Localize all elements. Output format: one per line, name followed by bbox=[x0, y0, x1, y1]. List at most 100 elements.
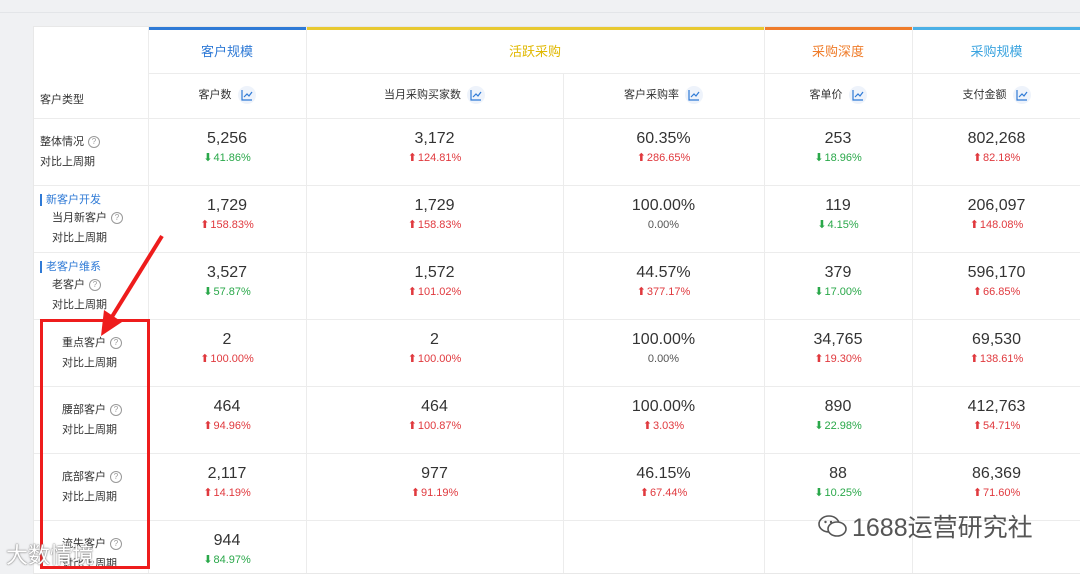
cell-change: ⬇17.00% bbox=[764, 283, 912, 301]
row-divider bbox=[34, 252, 1080, 253]
trend-chart-icon[interactable] bbox=[467, 86, 485, 105]
cell-change: ⬆100.00% bbox=[148, 350, 306, 368]
cell-change: ⬆158.83% bbox=[306, 216, 563, 234]
help-icon[interactable]: ? bbox=[110, 471, 122, 484]
change-value: 377.17% bbox=[646, 286, 691, 298]
arrow-down-icon: ⬇ bbox=[203, 554, 213, 566]
help-icon[interactable]: ? bbox=[88, 136, 100, 149]
group-header-active: 活跃采购 bbox=[508, 44, 561, 59]
arrow-up-icon: ⬆ bbox=[972, 286, 982, 298]
table-cell: 977 ⬆91.19% bbox=[306, 464, 563, 502]
change-value: 100.87% bbox=[417, 420, 462, 432]
row-name: 底部客户 bbox=[62, 471, 106, 483]
cell-value: 464 bbox=[421, 398, 448, 415]
cell-value: 60.35% bbox=[636, 130, 691, 147]
cell-value: 1,729 bbox=[206, 197, 248, 214]
change-value: 57.87% bbox=[213, 286, 251, 298]
compare-label: 对比上周期 bbox=[62, 491, 117, 503]
table-cell: 464 ⬆94.96% bbox=[148, 397, 306, 435]
column-divider bbox=[912, 27, 913, 573]
help-icon[interactable]: ? bbox=[110, 538, 122, 551]
trend-chart-icon[interactable] bbox=[848, 86, 867, 105]
arrow-up-icon: ⬆ bbox=[200, 219, 210, 231]
trend-chart-icon[interactable] bbox=[1012, 86, 1031, 105]
cell-value: 119 bbox=[825, 197, 851, 214]
compare-label: 对比上周期 bbox=[52, 299, 107, 311]
cell-value: 3,172 bbox=[414, 130, 455, 147]
change-value: 124.81% bbox=[417, 152, 462, 164]
cell-change: ⬆138.61% bbox=[912, 350, 1080, 368]
row-name: 腰部客户 bbox=[62, 404, 106, 416]
arrow-up-icon: ⬆ bbox=[972, 420, 982, 432]
group-bar-active bbox=[306, 27, 764, 30]
cell-value: 86,369 bbox=[972, 465, 1021, 482]
column-header-label: 客单价 bbox=[809, 89, 843, 101]
cell-value: 69,530 bbox=[972, 331, 1021, 348]
table-cell: 3,527 ⬇57.87% bbox=[148, 263, 306, 301]
table-cell: 1,729 ⬆158.83% bbox=[148, 196, 306, 234]
row-divider bbox=[34, 386, 1080, 387]
arrow-down-icon: ⬇ bbox=[203, 152, 213, 164]
table-cell: 100.00% 0.00% bbox=[563, 330, 764, 368]
cell-change: ⬆71.60% bbox=[912, 484, 1080, 502]
help-icon[interactable]: ? bbox=[111, 212, 123, 225]
cell-value: 379 bbox=[824, 264, 852, 281]
change-value: 148.08% bbox=[979, 219, 1024, 231]
arrow-up-icon: ⬆ bbox=[203, 420, 213, 432]
help-icon[interactable]: ? bbox=[110, 404, 122, 417]
table-cell: 2,117 ⬆14.19% bbox=[148, 464, 306, 502]
column-header-customers: 客户数 bbox=[148, 73, 306, 118]
arrow-up-icon: ⬆ bbox=[969, 353, 979, 365]
cell-change: ⬆158.83% bbox=[148, 216, 306, 234]
column-header-avg-order: 客单价 bbox=[764, 73, 912, 118]
table-cell: 46.15% ⬆67.44% bbox=[563, 464, 764, 502]
row-label-key: 重点客户? 对比上周期 bbox=[62, 333, 122, 373]
column-header-buyers: 当月采购买家数 bbox=[306, 73, 563, 118]
table-cell: 100.00% 0.00% bbox=[563, 196, 764, 234]
help-icon[interactable]: ? bbox=[89, 279, 101, 292]
row-divider bbox=[34, 319, 1080, 320]
table-cell: 802,268 ⬆82.18% bbox=[912, 129, 1080, 167]
change-value: 22.98% bbox=[824, 420, 862, 432]
help-icon[interactable]: ? bbox=[110, 337, 122, 350]
arrow-down-icon: ⬇ bbox=[814, 152, 824, 164]
cell-change: ⬇57.87% bbox=[148, 283, 306, 301]
column-divider bbox=[764, 27, 765, 573]
change-value: 17.00% bbox=[824, 286, 862, 298]
column-header-payment: 支付金额 bbox=[912, 73, 1080, 118]
cell-value: 206,097 bbox=[967, 197, 1026, 214]
cell-change: ⬆3.03% bbox=[563, 417, 764, 435]
cell-value: 44.57% bbox=[636, 264, 691, 281]
arrow-down-icon: ⬇ bbox=[817, 219, 827, 231]
column-header-label: 支付金额 bbox=[962, 89, 1007, 101]
cell-change: ⬆54.71% bbox=[912, 417, 1080, 435]
cell-value: 1,729 bbox=[414, 197, 455, 214]
arrow-up-icon: ⬆ bbox=[407, 420, 417, 432]
cell-value: 5,256 bbox=[206, 130, 248, 147]
table-cell: 1,729 ⬆158.83% bbox=[306, 196, 563, 234]
row-name: 重点客户 bbox=[62, 337, 106, 349]
group-header-scale: 客户规模 bbox=[200, 44, 253, 59]
cell-value: 2 bbox=[222, 331, 232, 348]
table-cell: 1,572 ⬆101.02% bbox=[306, 263, 563, 301]
arrow-down-icon: ⬇ bbox=[814, 487, 824, 499]
change-value: 94.96% bbox=[213, 420, 251, 432]
arrow-down-icon: ⬇ bbox=[814, 420, 824, 432]
row-name: 整体情况 bbox=[40, 136, 84, 148]
change-value: 4.15% bbox=[827, 219, 859, 231]
change-value: 54.71% bbox=[982, 420, 1021, 432]
table-cell: 69,530 ⬆138.61% bbox=[912, 330, 1080, 368]
table-cell: 206,097 ⬆148.08% bbox=[912, 196, 1080, 234]
change-value: 100.00% bbox=[417, 353, 462, 365]
cell-value: 100.00% bbox=[631, 398, 696, 415]
trend-chart-icon[interactable] bbox=[685, 86, 703, 105]
row-name: 老客户 bbox=[52, 279, 85, 291]
cell-value: 34,765 bbox=[813, 331, 863, 348]
arrow-up-icon: ⬆ bbox=[407, 152, 417, 164]
change-value: 18.96% bbox=[824, 152, 862, 164]
trend-chart-icon[interactable] bbox=[237, 86, 256, 105]
table-cell: 60.35% ⬆286.65% bbox=[563, 129, 764, 167]
change-value: 3.03% bbox=[653, 420, 685, 432]
change-value: 66.85% bbox=[982, 286, 1021, 298]
